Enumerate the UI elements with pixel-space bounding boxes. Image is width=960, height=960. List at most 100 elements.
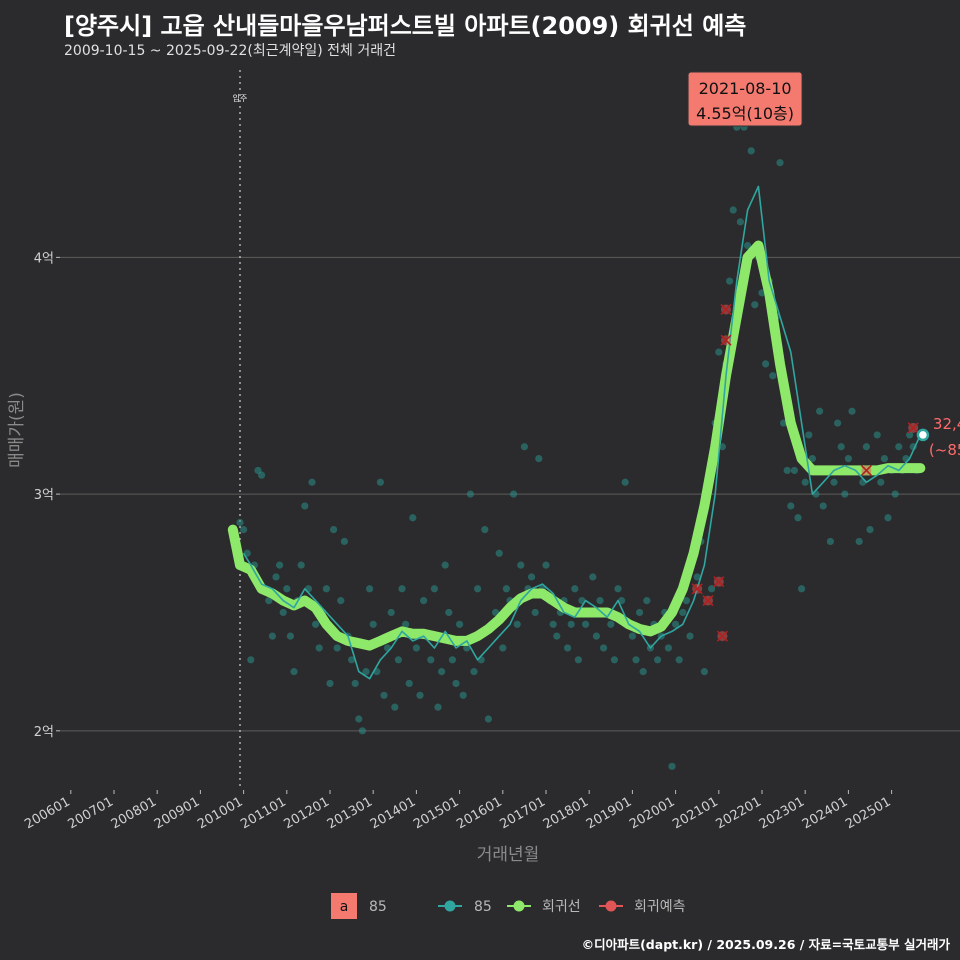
transaction-point xyxy=(592,632,601,640)
transaction-point xyxy=(816,407,824,415)
transaction-point xyxy=(441,561,449,569)
transaction-point xyxy=(628,632,637,640)
transaction-point xyxy=(416,691,424,699)
transaction-point xyxy=(747,147,755,155)
transaction-point xyxy=(729,206,737,214)
transaction-point xyxy=(607,620,615,628)
transaction-point xyxy=(855,537,863,546)
transaction-point xyxy=(808,454,817,463)
x-tick-label: 201801 xyxy=(541,794,591,832)
transaction-point xyxy=(895,443,903,451)
transaction-point xyxy=(398,585,406,593)
x-tick-label: 202501 xyxy=(843,794,893,832)
transaction-point xyxy=(726,277,734,285)
transaction-point xyxy=(715,348,723,356)
transaction-point xyxy=(481,526,489,534)
transaction-point xyxy=(247,656,255,664)
y-axis-title: 매매가(원) xyxy=(7,392,27,468)
transaction-point xyxy=(902,454,910,463)
transaction-point xyxy=(528,573,536,581)
legend-label: 85 xyxy=(474,899,492,915)
transaction-point xyxy=(841,490,849,498)
transaction-point xyxy=(531,608,539,617)
transaction-point xyxy=(258,471,266,479)
transaction-point xyxy=(369,620,377,628)
legend-label: 85 xyxy=(369,899,387,915)
transaction-point xyxy=(582,620,590,628)
y-tick-label: 2억 xyxy=(34,725,54,740)
transaction-point xyxy=(844,454,853,463)
transaction-point xyxy=(643,597,651,605)
transaction-point xyxy=(355,715,363,723)
transaction-point xyxy=(826,537,835,546)
prediction-cross xyxy=(860,464,872,476)
transaction-point xyxy=(348,656,356,664)
transaction-point xyxy=(535,454,543,463)
transaction-point xyxy=(805,431,813,439)
transaction-point xyxy=(718,443,727,451)
transaction-point xyxy=(906,431,914,439)
transaction-point xyxy=(384,644,392,652)
transaction-point xyxy=(600,644,608,652)
prediction-cross xyxy=(691,583,703,595)
transaction-point xyxy=(744,241,752,250)
transaction-point xyxy=(463,644,471,652)
transaction-point xyxy=(672,620,680,628)
transaction-point xyxy=(452,679,460,688)
max-price-annotation: 2021-08-10 4.55억(10층) xyxy=(687,71,803,127)
transaction-point xyxy=(276,561,284,569)
transaction-point xyxy=(420,597,428,605)
y-axis-ticks: 2억 3억 4억 xyxy=(34,251,60,740)
latest-price-label: 32,475 xyxy=(933,415,960,433)
latest-point: 32,475 (~85㎡) xyxy=(916,415,960,459)
annotation-date: 2021-08-10 xyxy=(699,79,792,98)
transaction-point xyxy=(312,620,320,628)
prediction-cross xyxy=(713,576,725,588)
transaction-point xyxy=(340,537,348,546)
legend-label: 회귀예측 xyxy=(634,899,686,915)
transaction-point xyxy=(272,573,280,581)
transaction-point xyxy=(366,585,374,593)
transaction-point xyxy=(495,549,503,557)
transaction-point xyxy=(762,360,770,368)
transaction-point xyxy=(304,585,312,593)
x-tick-label: 201301 xyxy=(325,794,375,832)
transaction-point xyxy=(333,644,341,652)
transaction-point xyxy=(564,644,572,652)
transaction-point xyxy=(445,608,453,617)
prediction-cross xyxy=(716,630,728,642)
transaction-point xyxy=(430,585,438,593)
transaction-point xyxy=(376,478,384,486)
transaction-point xyxy=(517,561,525,569)
prediction-cross xyxy=(907,422,919,434)
x-axis-ticks: 2006012007012008012009012010012011012012… xyxy=(22,790,894,832)
transaction-scatter xyxy=(236,123,925,770)
transaction-point xyxy=(654,656,662,664)
transaction-point xyxy=(700,668,709,676)
transaction-point xyxy=(456,620,464,628)
regression-line xyxy=(227,240,926,651)
transaction-point xyxy=(290,668,298,676)
transaction-point xyxy=(412,644,420,652)
transaction-point xyxy=(315,644,323,652)
transaction-point xyxy=(499,644,507,652)
x-tick-label: 201901 xyxy=(584,794,634,832)
transaction-point xyxy=(636,608,644,617)
transaction-point xyxy=(409,514,417,522)
transaction-point xyxy=(542,561,550,569)
transaction-point xyxy=(884,514,892,522)
source-caption: ©디아파트(dapt.kr) / 2025.09.26 / 자료=국토교통부 실… xyxy=(581,937,950,952)
transaction-point xyxy=(693,573,701,581)
transaction-point xyxy=(502,585,510,593)
x-tick-label: 201001 xyxy=(195,794,245,832)
transaction-point xyxy=(459,691,467,699)
transaction-point xyxy=(337,597,345,605)
transaction-point xyxy=(387,608,395,617)
page-subtitle: 2009-10-15 ~ 2025-09-22(최근계약일) 전체 거래건 xyxy=(64,43,396,59)
transaction-point xyxy=(668,762,676,770)
transaction-point xyxy=(474,585,482,593)
transaction-point xyxy=(708,585,716,593)
transaction-point xyxy=(682,597,691,605)
x-axis-title: 거래년월 xyxy=(477,845,540,865)
